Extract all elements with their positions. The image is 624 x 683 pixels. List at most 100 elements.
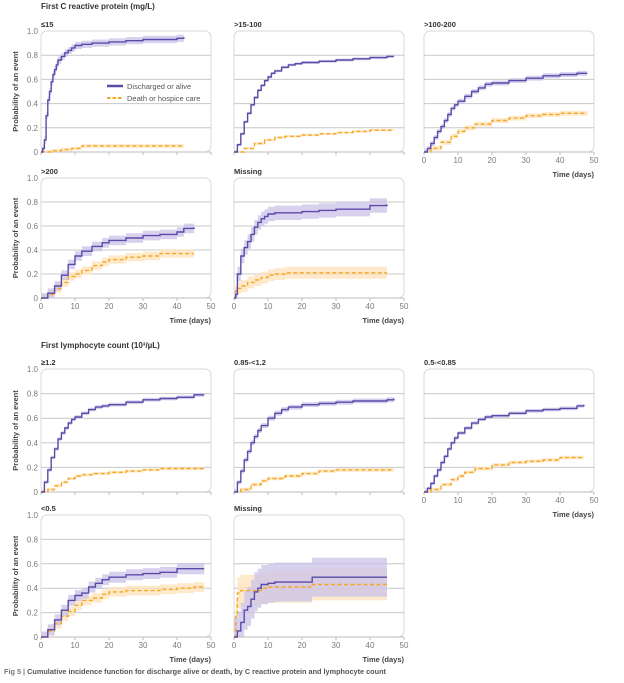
y-axis-label: Probability of an event <box>11 197 20 278</box>
ci-band-discharged <box>41 393 205 492</box>
y-tick-label: 0.8 <box>27 390 39 399</box>
series-line-discharged <box>234 204 388 299</box>
ci-band-death <box>234 129 394 152</box>
panel-title: >200 <box>41 167 58 176</box>
series-line-death <box>41 586 205 638</box>
x-tick-label: 0 <box>39 641 44 650</box>
x-tick-label: 20 <box>298 641 307 650</box>
x-tick-label: 50 <box>400 641 409 650</box>
y-tick-label: 0.2 <box>27 463 39 472</box>
x-tick-label: 30 <box>332 302 341 311</box>
x-tick-label: 50 <box>207 302 216 311</box>
chart-panel-8: 0 10 20 30 40 50 0 0.2 0.4 0.6 0.8 1.0 Probability o… <box>11 504 216 664</box>
series-line-discharged <box>41 568 205 638</box>
x-tick-label: 40 <box>556 156 565 165</box>
y-tick-label: 0 <box>34 294 39 303</box>
figure-caption: Fig 5 | Cumulative incidence function fo… <box>4 667 386 676</box>
x-tick-label: 10 <box>264 641 273 650</box>
ci-band-death <box>234 266 387 298</box>
series-line-discharged <box>41 37 185 153</box>
y-tick-label: 0 <box>34 488 39 497</box>
series-line-death <box>41 145 184 153</box>
series-line-death <box>424 456 584 493</box>
chart-panel-0: 0 0.2 0.4 0.6 0.8 1.0 Probability of an event ≤… <box>11 20 212 157</box>
chart-panel-1: >15-100 <box>233 20 405 155</box>
chart-panel-6: 0.85-<1.2 <box>233 358 405 495</box>
panel-title: ≥1.2 <box>41 358 56 367</box>
x-tick-label: 30 <box>332 641 341 650</box>
y-tick-label: 0.4 <box>27 100 39 109</box>
x-tick-label: 50 <box>590 156 599 165</box>
x-tick-label: 30 <box>522 496 531 505</box>
x-tick-label: 10 <box>454 496 463 505</box>
x-tick-label: 0 <box>232 302 237 311</box>
ci-band-discharged <box>234 197 387 298</box>
x-axis-label: Time (days) <box>362 316 404 325</box>
x-tick-label: 10 <box>71 302 80 311</box>
caption-label: Fig 5 | <box>4 667 28 676</box>
x-tick-label: 30 <box>522 156 531 165</box>
x-tick-label: 50 <box>400 302 409 311</box>
y-tick-label: 0.4 <box>27 584 39 593</box>
y-tick-label: 0.8 <box>27 535 39 544</box>
y-tick-label: 0.6 <box>27 222 39 231</box>
panel-title: Missing <box>234 167 262 176</box>
ci-band-death <box>41 467 205 492</box>
y-tick-label: 0 <box>34 148 39 157</box>
panel-title: >100-200 <box>424 20 456 29</box>
chart-panel-5: 0 0.2 0.4 0.6 0.8 1.0 Probability of an event ≥… <box>11 358 212 497</box>
series-line-discharged <box>41 394 205 493</box>
series-line-death <box>41 467 205 493</box>
series-line-death <box>234 469 394 493</box>
y-tick-label: 0.4 <box>27 439 39 448</box>
chart-panel-4: 0 10 20 30 40 50 Time (days) Missing <box>232 167 409 325</box>
y-tick-label: 0.8 <box>27 51 39 60</box>
section-title-crp: First C reactive protein (mg/L) <box>41 2 155 11</box>
x-axis-label: Time (days) <box>169 655 211 664</box>
x-tick-label: 30 <box>139 302 148 311</box>
y-tick-label: 0.6 <box>27 75 39 84</box>
y-tick-label: 0.6 <box>27 560 39 569</box>
ci-band-death <box>234 468 394 492</box>
panel-title: 0.85-<1.2 <box>234 358 266 367</box>
x-tick-label: 20 <box>105 641 114 650</box>
x-axis-label: Time (days) <box>552 510 594 519</box>
x-tick-label: 20 <box>488 156 497 165</box>
y-axis-label: Probability of an event <box>11 51 20 132</box>
x-tick-label: 20 <box>298 302 307 311</box>
x-tick-label: 30 <box>139 641 148 650</box>
y-tick-label: 0 <box>34 633 39 642</box>
plot-frame <box>40 30 212 153</box>
x-tick-label: 40 <box>366 302 375 311</box>
y-tick-label: 0.2 <box>27 609 39 618</box>
chart-panel-3: 0 10 20 30 40 50 0 0.2 0.4 0.6 0.8 1.0 Probability o… <box>11 167 216 325</box>
x-axis-label: Time (days) <box>552 170 594 179</box>
panel-title: ≤15 <box>41 20 53 29</box>
y-tick-label: 1.0 <box>27 365 39 374</box>
series-line-death <box>234 583 387 638</box>
x-axis-label: Time (days) <box>362 655 404 664</box>
x-tick-label: 0 <box>422 496 427 505</box>
ci-band-discharged <box>234 396 394 492</box>
chart-panel-2: 0 10 20 30 40 50 Time (days) >100-200 <box>422 20 599 179</box>
y-tick-label: 1.0 <box>27 511 39 520</box>
x-tick-label: 50 <box>590 496 599 505</box>
caption-text: Cumulative incidence function for discha… <box>27 667 386 676</box>
y-tick-label: 0.4 <box>27 246 39 255</box>
y-tick-label: 0.8 <box>27 198 39 207</box>
series-line-discharged <box>234 398 395 493</box>
plot-frame <box>423 368 595 493</box>
y-tick-label: 1.0 <box>27 174 39 183</box>
y-tick-label: 1.0 <box>27 27 39 36</box>
x-tick-label: 50 <box>207 641 216 650</box>
legend-label-death: Death or hospice care <box>127 94 200 103</box>
x-tick-label: 20 <box>488 496 497 505</box>
x-axis-label: Time (days) <box>169 316 211 325</box>
y-axis-label: Probability of an event <box>11 535 20 616</box>
ci-band-discharged <box>41 563 205 637</box>
y-axis-label: Probability of an event <box>11 390 20 471</box>
plot-frame <box>423 30 595 153</box>
y-tick-label: 0.2 <box>27 124 39 133</box>
ci-band-discharged <box>41 222 194 298</box>
